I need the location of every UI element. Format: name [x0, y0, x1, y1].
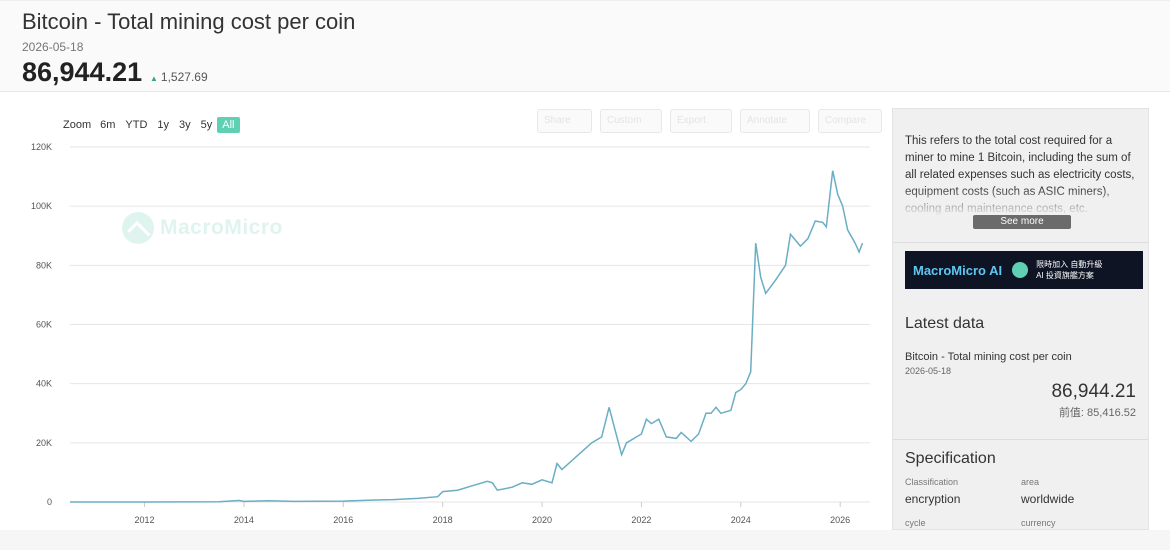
- latest-value: 86,944.21: [1051, 381, 1136, 402]
- ad-banner[interactable]: MacroMicro AI 限時加入 自動升級 AI 投資旗艦方案: [905, 251, 1143, 289]
- zoom-3y-button[interactable]: 3y: [179, 119, 191, 131]
- banner-title: MacroMicro AI: [913, 262, 1003, 278]
- custom-button[interactable]: Custom: [600, 109, 662, 133]
- cycle-label: cycle: [905, 518, 926, 528]
- y-tick-label: 80K: [36, 260, 52, 270]
- area-label: area: [1021, 477, 1040, 487]
- export-button[interactable]: Export: [670, 109, 732, 133]
- classification-label: Classification: [905, 477, 959, 487]
- x-tick-label: 2026: [830, 515, 850, 525]
- header-date: 2026-05-18: [22, 40, 84, 54]
- latest-date: 2026-05-18: [905, 366, 952, 376]
- header-change: ▲ 1,527.69: [150, 70, 208, 84]
- footer: [0, 530, 1170, 550]
- chart-area: [0, 93, 890, 530]
- latest-heading: Latest data: [905, 315, 985, 332]
- chart-toolbar: Share Custom Export Annotate Compare: [537, 109, 882, 133]
- classification-value: encryption: [905, 492, 961, 506]
- header-value: 86,944.21: [22, 57, 143, 87]
- divider: [893, 439, 1148, 440]
- macromicro-logo-icon: [122, 212, 154, 244]
- zoom-label: Zoom: [63, 119, 92, 131]
- zoom-1y-button[interactable]: 1y: [157, 119, 170, 131]
- spec-heading: Specification: [905, 450, 996, 467]
- watermark-text: MacroMicro: [160, 216, 283, 239]
- description-fade: [893, 187, 1148, 217]
- x-tick-label: 2020: [532, 515, 552, 525]
- header: Bitcoin - Total mining cost per coin 202…: [0, 0, 1170, 92]
- x-tick-label: 2014: [234, 515, 254, 525]
- up-arrow-icon: ▲: [150, 74, 158, 83]
- y-tick-label: 120K: [31, 142, 52, 152]
- latest-previous: 前值: 85,416.52: [1058, 407, 1136, 419]
- y-tick-label: 60K: [36, 320, 52, 330]
- y-axis-ticks: 0 20K 40K 60K 80K 100K 120K: [31, 142, 52, 507]
- banner-cn: 限時加入 自動升級 AI 投資旗艦方案: [1036, 260, 1103, 280]
- y-tick-label: 20K: [36, 438, 52, 448]
- area-value: worldwide: [1021, 492, 1075, 506]
- x-tick-label: 2024: [731, 515, 751, 525]
- x-axis-ticks: 2012 2014 2016 2018 2020 2022 2024 2026: [135, 502, 850, 525]
- chart-grid: [70, 146, 870, 503]
- series-line: [70, 170, 864, 503]
- divider: [893, 242, 1148, 243]
- zoom-controls: Zoom 6m YTD 1y 3y 5y All: [63, 117, 240, 133]
- page-title: Bitcoin - Total mining cost per coin: [22, 9, 356, 34]
- latest-name: Bitcoin - Total mining cost per coin: [905, 351, 1072, 363]
- y-tick-label: 0: [47, 497, 52, 507]
- currency-label: currency: [1021, 518, 1056, 528]
- x-tick-label: 2022: [631, 515, 651, 525]
- see-more-button[interactable]: See more: [973, 215, 1071, 229]
- zoom-ytd-button[interactable]: YTD: [125, 119, 148, 131]
- zoom-all-button[interactable]: All: [217, 117, 240, 133]
- banner-logo-icon: [1012, 262, 1029, 278]
- compare-button[interactable]: Compare: [818, 109, 882, 133]
- y-tick-label: 100K: [31, 201, 52, 211]
- change-value: 1,527.69: [160, 70, 208, 84]
- watermark: MacroMicro: [122, 212, 283, 244]
- sidebar: This refers to the total cost required f…: [892, 108, 1149, 530]
- annotate-button[interactable]: Annotate: [740, 109, 810, 133]
- x-tick-label: 2012: [135, 515, 155, 525]
- zoom-6m-button[interactable]: 6m: [100, 119, 116, 131]
- zoom-5y-button[interactable]: 5y: [200, 119, 213, 131]
- x-tick-label: 2016: [333, 515, 353, 525]
- y-tick-label: 40K: [36, 379, 52, 389]
- share-button[interactable]: Share: [537, 109, 592, 133]
- x-tick-label: 2018: [433, 515, 453, 525]
